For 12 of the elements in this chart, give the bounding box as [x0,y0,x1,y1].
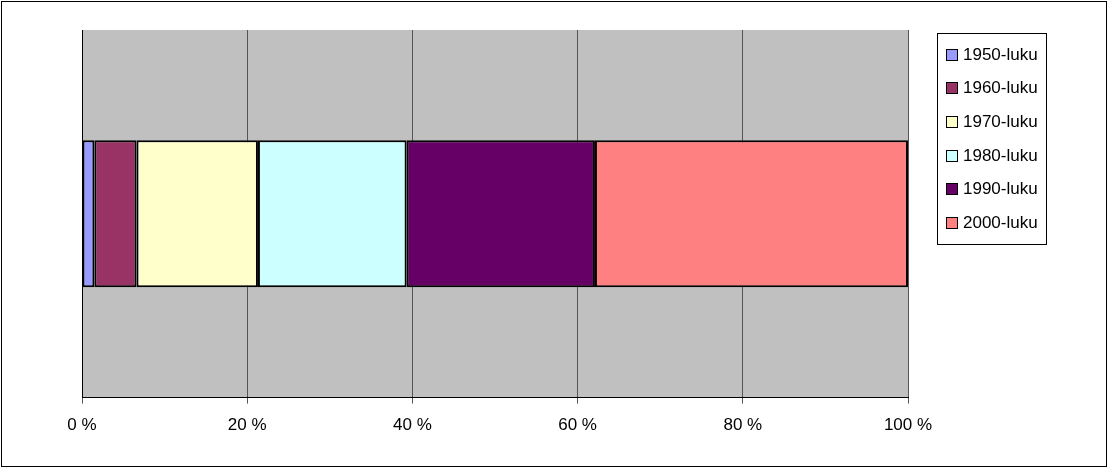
x-tick-label: 0 % [67,415,97,435]
legend-label: 1980-luku [963,145,1038,166]
x-tick-label: 60 % [558,415,597,435]
x-tick-label: 20 % [227,415,267,435]
x-tick-label: 80 % [723,415,763,435]
x-tick-label: 40 % [393,415,432,435]
legend-label: 1970-luku [963,111,1038,132]
legend-label: 1950-luku [963,44,1038,65]
legend-label: 1990-luku [963,179,1038,200]
legend-label: 1960-luku [963,78,1038,99]
x-tick-label: 100 % [883,415,933,435]
legend-label: 2000-luku [963,212,1038,233]
